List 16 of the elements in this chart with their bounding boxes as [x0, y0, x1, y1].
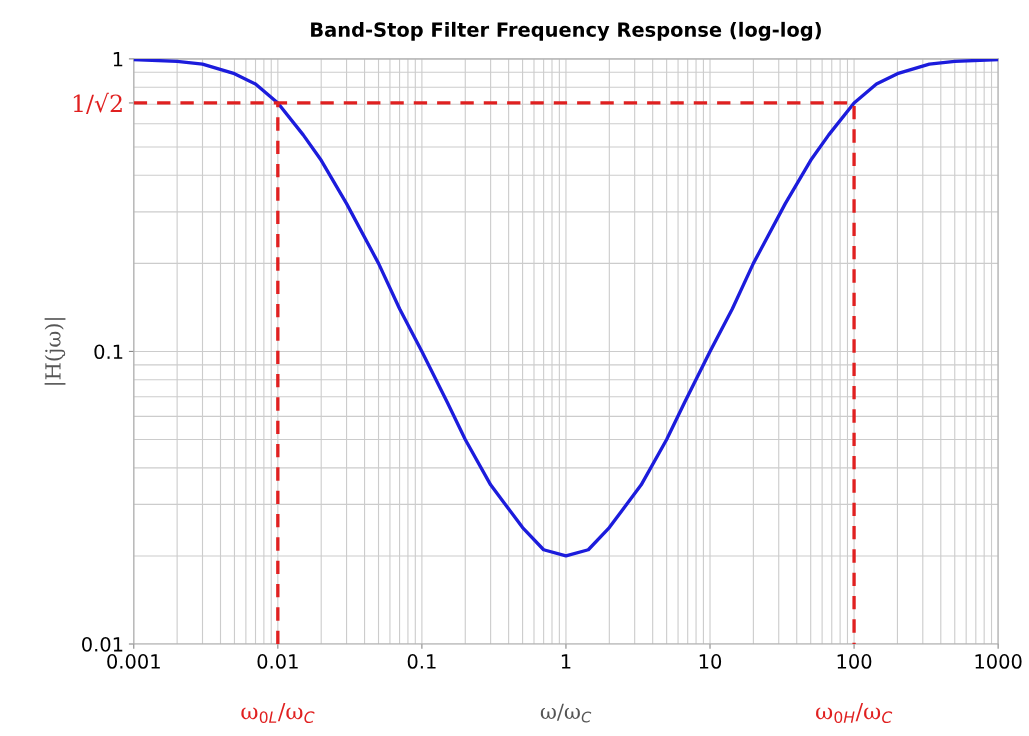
x-tick-label: 10: [699, 654, 722, 669]
x-tick-label: 0.1: [407, 654, 436, 669]
y-tick-label: 1: [113, 52, 123, 67]
x-tick-label: 1: [561, 654, 571, 669]
x-tick-label: 1000: [975, 654, 1022, 669]
y-tick-label: 0.01: [82, 636, 123, 652]
x-axis-title: ω/ω$_{C}$: [540, 703, 592, 723]
y-axis-title: |H(jω)|: [44, 318, 66, 385]
annotation: ω$_{0L}$/ω$_{C}$: [241, 703, 315, 724]
y-tick-label: 1/√2: [73, 92, 122, 115]
x-tick-label: 100: [837, 654, 872, 669]
y-tick-label: 0.1: [94, 344, 123, 360]
chart-title: Band-Stop Filter Frequency Response (log-log): [311, 21, 821, 41]
x-tick-label: 0.001: [107, 654, 160, 669]
annotation: ω$_{0H}$/ω$_{C}$: [816, 703, 893, 724]
x-tick-label: 0.01: [257, 654, 298, 669]
